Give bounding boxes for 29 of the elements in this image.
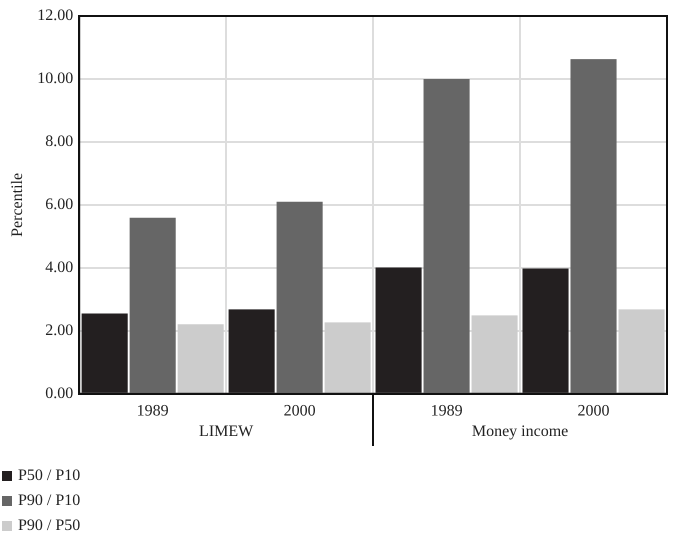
x-tick-label: 1989 [136,402,169,420]
y-tick-label: 6.00 [45,196,74,214]
bar [82,314,128,393]
bar [276,202,323,393]
y-tick-label: 0.00 [45,385,74,402]
y-tick-label: 8.00 [45,133,74,150]
y-tick-label: 4.00 [45,259,74,276]
y-tick-label: 12.00 [37,7,74,24]
bar [618,309,665,393]
y-tick-label: 10.00 [37,70,74,88]
legend-label: P90 / P10 [17,490,82,510]
bar [376,268,422,393]
text: Money income [472,423,568,440]
x-tick-label: 1989 [430,402,463,420]
legend-label: P50 / P10 [17,466,82,486]
y-tick-label: 2.00 [45,322,74,340]
bar [228,309,275,393]
bar [570,59,617,393]
x-tick-label: 2000 [578,402,610,420]
text: LIMEW [199,423,254,440]
y-axis-title: Percentile [8,172,26,237]
bar [178,324,224,393]
bar [522,268,569,393]
bar [324,322,371,393]
bar [130,218,176,393]
bar [472,315,518,393]
bar [424,78,470,393]
x-tick-label: 2000 [284,402,316,420]
legend-label: P90 / P50 [17,516,82,536]
